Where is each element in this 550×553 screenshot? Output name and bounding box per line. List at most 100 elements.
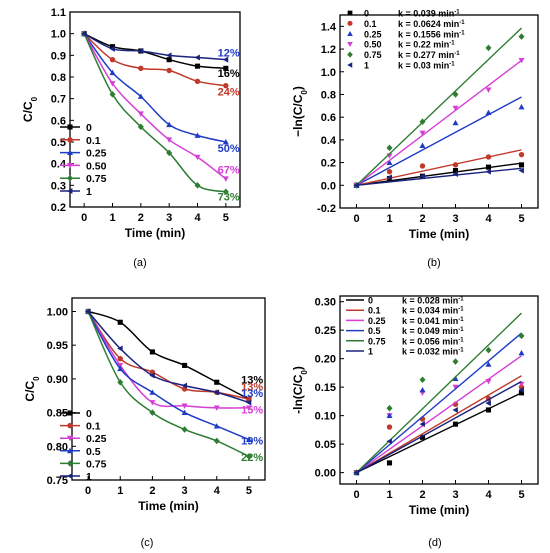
data-point xyxy=(213,437,220,445)
data-point xyxy=(222,188,229,196)
fit-line xyxy=(356,392,522,474)
rate-unit-sup: -1 xyxy=(449,41,455,47)
legend-marker xyxy=(67,174,73,182)
data-point xyxy=(137,48,144,54)
x-tick-label: 1 xyxy=(386,489,392,501)
data-point xyxy=(485,407,492,413)
y-axis-label-sub: 0 xyxy=(300,370,309,375)
x-tick-label: 0 xyxy=(353,213,359,225)
data-point xyxy=(452,384,459,391)
data-point xyxy=(245,453,252,460)
series-0.75 xyxy=(353,312,525,476)
x-tick-label: 5 xyxy=(223,212,229,224)
x-tick-label: 2 xyxy=(138,212,144,224)
y-axis-label-end: ) xyxy=(291,366,305,370)
data-point xyxy=(386,424,393,430)
data-point xyxy=(353,182,359,189)
legend-label: 0.50 xyxy=(364,40,382,50)
data-point xyxy=(485,379,492,385)
data-point xyxy=(194,154,201,161)
legend-label: 0.25 xyxy=(368,316,386,326)
x-tick-label: 5 xyxy=(518,213,524,225)
rate-unit-sup: -1 xyxy=(449,62,455,68)
data-point xyxy=(386,144,393,152)
y-axis-label-main: C/C xyxy=(23,381,37,402)
legend-label: 0.25 xyxy=(364,29,382,39)
y-tick-label: 0.4 xyxy=(51,159,67,171)
legend-marker xyxy=(347,10,353,16)
removal-annotation: 13% xyxy=(241,388,263,400)
legend-rate-constant: k = 0.1556 min-1 xyxy=(398,29,465,39)
fit-line xyxy=(356,96,522,186)
data-point xyxy=(452,406,458,413)
x-axis-label: Time (min) xyxy=(138,499,198,513)
data-point xyxy=(109,81,116,87)
series-0.50 xyxy=(353,58,525,189)
data-point xyxy=(485,109,492,116)
x-tick-label: 5 xyxy=(246,485,252,497)
legend-marker xyxy=(347,62,353,68)
rate-unit-sup: -1 xyxy=(458,317,464,323)
rate-constant-text: k = 0.041 min xyxy=(402,316,458,326)
legend-label: 0.75 xyxy=(364,50,382,60)
data-point xyxy=(81,30,87,37)
y-tick-label: 0.6 xyxy=(51,115,66,127)
data-point xyxy=(518,387,524,393)
data-point xyxy=(419,173,425,180)
data-point xyxy=(485,154,492,160)
removal-annotation: 13% xyxy=(241,375,263,387)
legend-marker xyxy=(347,51,353,58)
rate-constant-text: k = 0.056 min xyxy=(402,336,458,346)
legend-marker xyxy=(347,41,353,47)
series-0.25 xyxy=(81,30,229,145)
x-tick-label: 2 xyxy=(149,485,155,497)
removal-annotation: 19% xyxy=(241,435,263,447)
y-tick-label: 0.6 xyxy=(321,112,336,124)
y-tick-label: 0.30 xyxy=(315,297,336,309)
data-point xyxy=(149,389,156,395)
x-tick-label: 4 xyxy=(194,212,201,224)
series-0.75 xyxy=(85,308,252,460)
series-line xyxy=(83,33,227,180)
y-axis-label: -ln(C/C0) xyxy=(291,366,309,414)
fit-line xyxy=(356,332,522,474)
fit-line xyxy=(356,375,522,474)
data-point xyxy=(485,346,492,354)
x-tick-label: 3 xyxy=(166,212,172,224)
rate-constant-text: k = 0.032 min xyxy=(402,347,458,357)
legend-label: 0.5 xyxy=(86,446,101,458)
y-tick-label: 1.4 xyxy=(321,21,337,33)
y-tick-label: 0.8 xyxy=(51,72,66,84)
data-point xyxy=(109,45,115,52)
data-point xyxy=(452,375,459,382)
removal-annotation: 24% xyxy=(218,86,240,98)
x-tick-label: 1 xyxy=(117,485,123,497)
rate-unit-sup: -1 xyxy=(454,10,460,16)
removal-annotation: 12% xyxy=(218,47,240,59)
y-tick-label: -0.2 xyxy=(317,203,336,215)
series-0.75 xyxy=(81,30,229,196)
y-axis-label-sub: 0 xyxy=(32,376,41,381)
rate-unit-sup: -1 xyxy=(458,337,464,343)
y-tick-label: 0.3 xyxy=(51,180,66,192)
rate-unit-sup: -1 xyxy=(454,51,460,57)
y-tick-label: 0.95 xyxy=(47,340,68,352)
y-tick-label: 0.15 xyxy=(315,382,336,394)
y-tick-label: 0.4 xyxy=(321,135,337,147)
x-axis-label: Time (min) xyxy=(409,503,469,517)
data-point xyxy=(353,469,359,476)
legend-label: 0.1 xyxy=(368,306,381,316)
legend-marker xyxy=(67,137,73,143)
data-point xyxy=(419,376,426,384)
plot-frame xyxy=(69,11,241,208)
data-point xyxy=(485,361,492,367)
legend-rate-constant: k = 0.032 min-1 xyxy=(402,347,464,357)
data-point xyxy=(419,130,426,137)
data-point xyxy=(222,56,229,63)
data-point xyxy=(245,436,252,442)
legend-label: 0.1 xyxy=(86,421,101,433)
x-axis-label: Time (min) xyxy=(409,227,469,241)
